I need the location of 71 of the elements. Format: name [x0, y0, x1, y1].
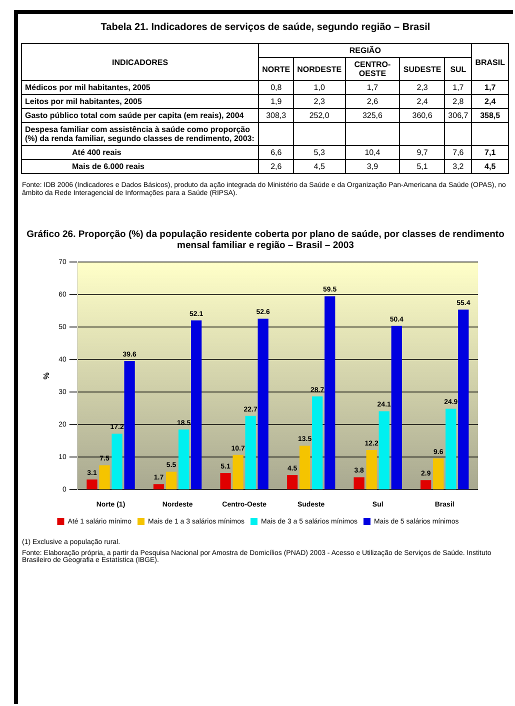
bar	[366, 450, 377, 489]
data-label: 2,4	[400, 94, 445, 108]
category-label: BRASIL	[472, 44, 508, 80]
data-label: 306,7	[444, 108, 472, 122]
bar	[178, 429, 190, 489]
data-label: 1,7	[345, 80, 400, 94]
text: Mais de 6.000 reais	[22, 160, 259, 174]
data-label: 2,6	[258, 160, 294, 174]
text: Tabela 21. Indicadores de serviços de saúde, segundo região – Brasil	[100, 22, 432, 33]
text: Até 400 reais	[22, 146, 259, 160]
bar	[458, 309, 469, 489]
data-label: 2,6	[345, 94, 400, 108]
text: REGIÃO	[258, 44, 472, 58]
data-label: 3,2	[444, 160, 472, 174]
text: Médicos por mil habitantes, 2005	[22, 80, 259, 94]
bar	[153, 484, 164, 489]
category-label: NORDESTE	[294, 58, 346, 80]
data-label: 5,1	[400, 160, 445, 174]
data-label: 4,5	[472, 160, 508, 174]
data-label: 1,0	[294, 80, 346, 94]
data-label: 358,5	[472, 108, 508, 122]
data-label: 6,6	[258, 146, 294, 160]
category-label: SUL	[444, 58, 472, 80]
bar	[300, 446, 310, 489]
bar	[220, 472, 231, 489]
data-label: 7,6	[444, 146, 472, 160]
data-label: 0,8	[258, 80, 294, 94]
bar	[312, 396, 323, 489]
data-label: 325,6	[345, 108, 400, 122]
bar	[420, 480, 432, 489]
data-label: 360,6	[400, 108, 445, 122]
category-label: NORTE	[258, 58, 294, 80]
data-label: 1,7	[444, 80, 472, 94]
bar	[86, 479, 98, 489]
bar	[232, 454, 244, 489]
bar	[245, 416, 256, 489]
category-label: SUDESTE	[400, 58, 445, 80]
bar	[258, 318, 268, 489]
data-label: 2,4	[472, 94, 508, 108]
data-label: 5,3	[294, 146, 346, 160]
chart-title: Gráfico 26. Proporção (%) da população residente coberta por plano de saúde, por classes de rendimento mensal familiar e região – Brasil – 2003	[26, 228, 506, 251]
bar	[166, 472, 177, 489]
bar	[324, 296, 336, 489]
bar	[124, 360, 135, 489]
bar	[191, 320, 202, 489]
data-label: 7,1	[472, 146, 508, 160]
data-label: 2,3	[400, 80, 445, 94]
bar	[286, 474, 298, 489]
data-label: 2,3	[294, 94, 346, 108]
data-label: 308,3	[258, 108, 294, 122]
data-label: 10,4	[345, 146, 400, 160]
text: Despesa familiar com assistência à saúde como proporção (%) da renda familiar, segundo classes de rendimento, 2003:	[22, 122, 259, 146]
legend-label: Gasto público total com saúde per capita (em reais), 2004	[22, 108, 259, 122]
data-label: 252,0	[294, 108, 346, 122]
text: Leitos por mil habitantes, 2005	[22, 94, 259, 108]
data-label: 2,8	[444, 94, 472, 108]
data-label: 1,9	[258, 94, 294, 108]
bar	[446, 408, 456, 489]
data-label: 4,5	[294, 160, 346, 174]
bar	[99, 465, 110, 489]
y-axis-title: %	[42, 372, 52, 380]
data-label: 3,9	[345, 160, 400, 174]
bar	[391, 326, 402, 489]
bar	[433, 458, 444, 489]
bar	[354, 477, 364, 489]
category-label: CENTRO-OESTE	[345, 58, 400, 80]
text: INDICADORES	[22, 44, 259, 80]
bar	[112, 434, 122, 489]
data-label: 9,7	[400, 146, 445, 160]
bar	[378, 411, 390, 489]
data-label: 1,7	[472, 80, 508, 94]
